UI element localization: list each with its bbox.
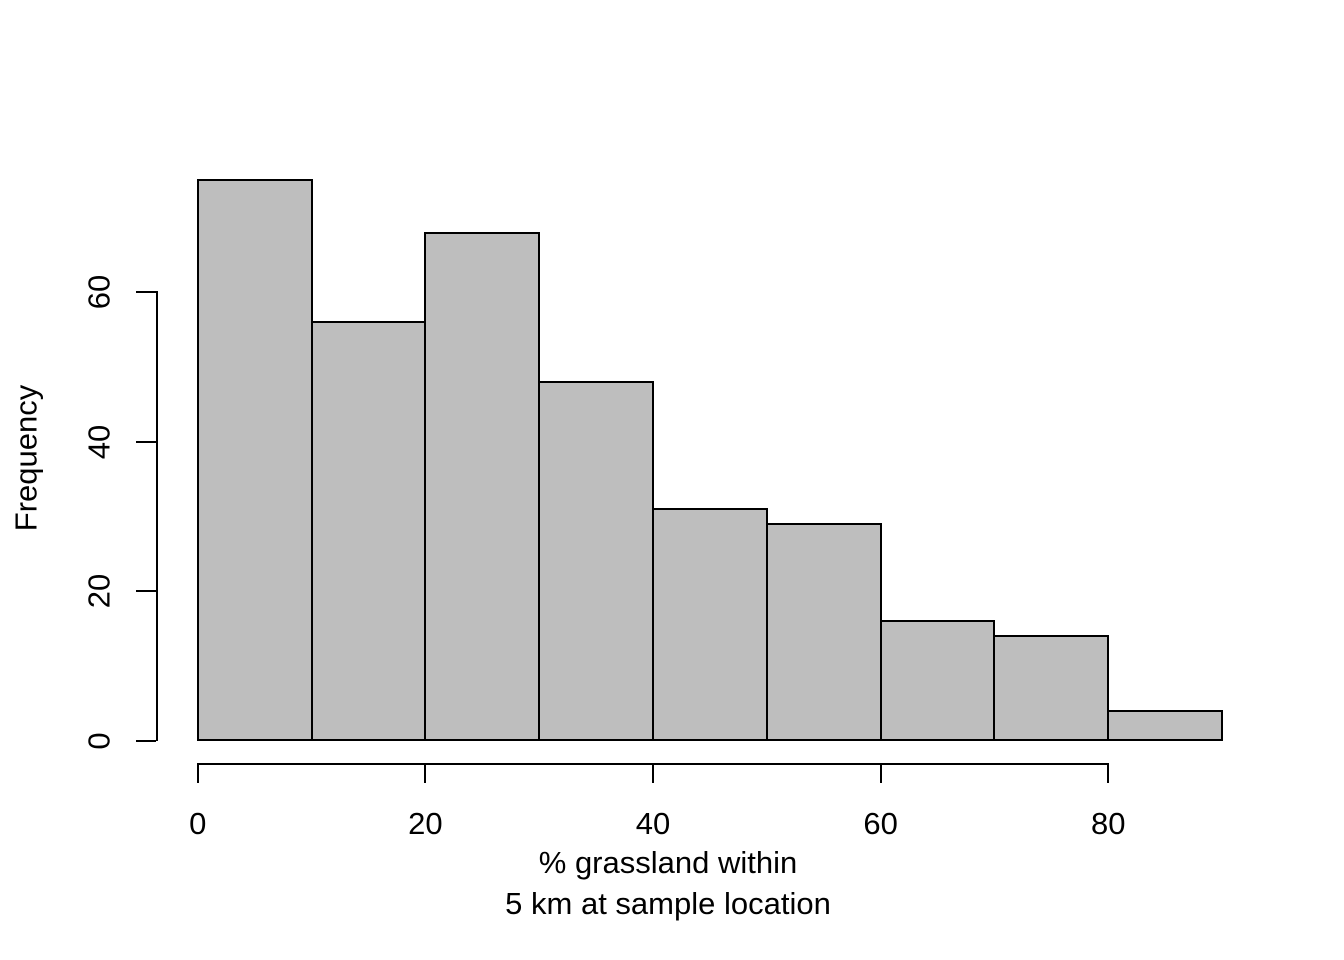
x-axis-title-line2: 5 km at sample location bbox=[505, 886, 831, 921]
x-tick-label: 80 bbox=[1091, 806, 1126, 841]
x-tick-label: 0 bbox=[189, 806, 207, 841]
histogram-bar-10-20 bbox=[310, 321, 427, 742]
y-tick-label: 20 bbox=[81, 573, 117, 609]
x-tick-label: 60 bbox=[863, 806, 898, 841]
y-tick-mark bbox=[135, 440, 156, 443]
x-tick-mark bbox=[652, 762, 654, 783]
y-tick-label: 0 bbox=[81, 731, 117, 750]
y-axis-title: Frequency bbox=[8, 384, 44, 532]
x-axis-title-line1: % grassland within bbox=[538, 845, 798, 880]
y-tick-mark bbox=[135, 291, 156, 294]
x-tick-mark bbox=[879, 762, 882, 783]
y-axis-line bbox=[155, 291, 158, 742]
x-tick-mark bbox=[1107, 762, 1110, 783]
y-tick-mark bbox=[135, 590, 156, 593]
histogram-bar-70-80 bbox=[993, 634, 1110, 742]
x-tick-mark bbox=[424, 762, 427, 783]
histogram-bar-80-90 bbox=[1107, 709, 1224, 742]
y-tick-mark bbox=[135, 739, 156, 742]
histogram-bar-20-30 bbox=[424, 231, 541, 742]
histogram-bar-40-50 bbox=[652, 508, 768, 742]
histogram-bar-60-70 bbox=[879, 620, 996, 742]
histogram-bar-50-60 bbox=[765, 522, 882, 742]
x-tick-label: 40 bbox=[635, 806, 671, 841]
y-tick-label: 40 bbox=[81, 424, 117, 460]
histogram-bar-0-10 bbox=[196, 179, 313, 742]
x-tick-mark bbox=[196, 762, 199, 783]
x-tick-label: 20 bbox=[408, 806, 443, 841]
y-tick-label: 60 bbox=[81, 275, 117, 310]
